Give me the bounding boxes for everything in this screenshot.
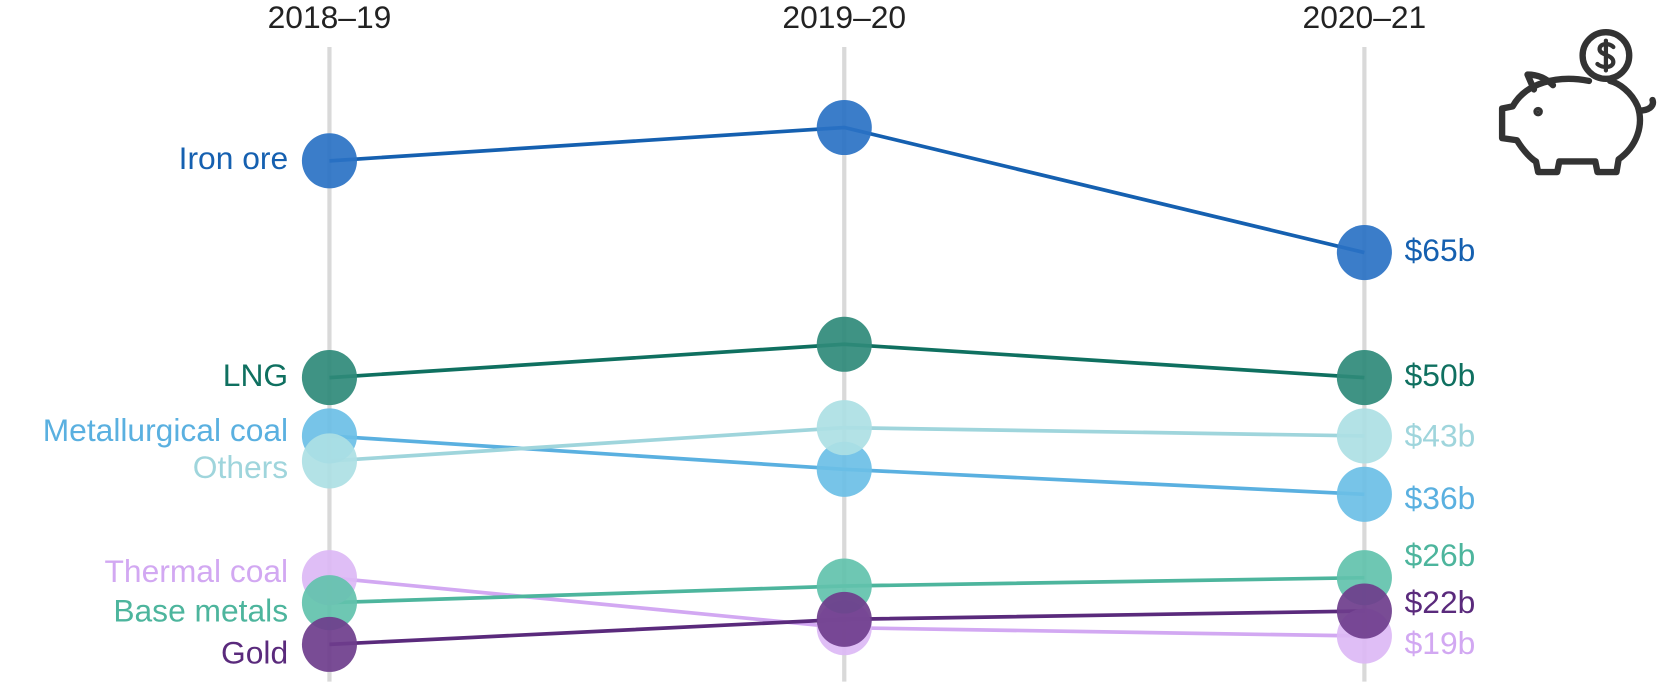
data-dot xyxy=(301,133,357,189)
data-dot xyxy=(816,400,872,456)
series-label: Thermal coal xyxy=(105,553,289,589)
data-dot xyxy=(301,616,357,672)
data-dot xyxy=(816,316,872,372)
series-label: Base metals xyxy=(113,593,288,629)
data-dot xyxy=(816,441,872,497)
series-label: Gold xyxy=(221,634,288,670)
value-label: $36b xyxy=(1405,480,1476,516)
value-label: $26b xyxy=(1405,537,1476,573)
piggy-bank-icon xyxy=(1498,29,1657,176)
dots-layer xyxy=(301,99,1392,672)
data-dot xyxy=(301,575,357,631)
series-label: Others xyxy=(193,449,288,485)
value-label: $50b xyxy=(1405,357,1476,393)
data-dot xyxy=(816,99,872,156)
data-dot xyxy=(301,433,357,489)
value-label: $65b xyxy=(1405,232,1476,268)
data-dot xyxy=(1336,225,1392,281)
data-dot xyxy=(1336,466,1392,522)
data-dot xyxy=(301,350,357,406)
series-label: LNG xyxy=(223,357,288,393)
data-dot xyxy=(1336,583,1392,639)
period-label: 2020–21 xyxy=(1303,0,1427,35)
data-dot xyxy=(1336,350,1392,406)
data-dot xyxy=(816,591,872,647)
period-label: 2018–19 xyxy=(268,0,392,35)
series-label: Iron ore xyxy=(179,140,288,176)
period-label: 2019–20 xyxy=(782,0,906,35)
value-label: $22b xyxy=(1405,584,1476,620)
value-label: $19b xyxy=(1405,625,1476,661)
value-label: $43b xyxy=(1405,417,1476,453)
data-dot xyxy=(1336,408,1392,464)
series-label: Metallurgical coal xyxy=(43,412,288,448)
